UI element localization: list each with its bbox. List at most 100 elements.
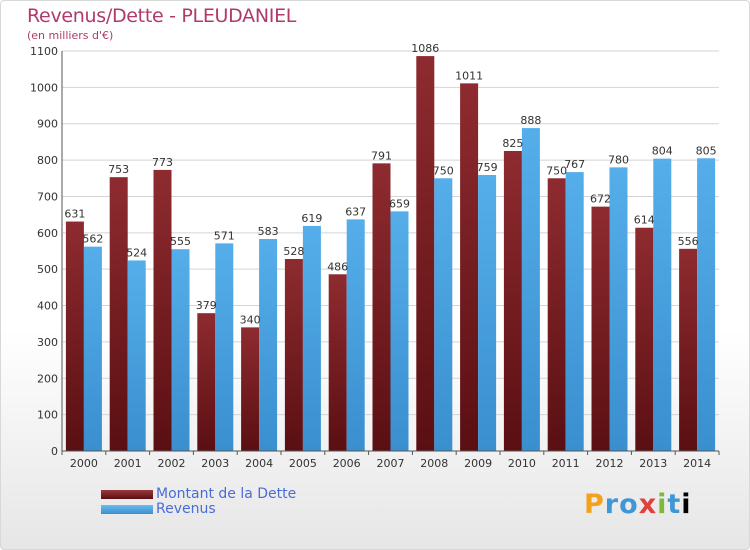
legend-label-revenue: Revenus: [156, 501, 216, 517]
data-label-debt: 753: [108, 163, 129, 176]
data-label-debt: 672: [590, 193, 611, 206]
data-label-revenue: 804: [652, 145, 673, 158]
x-tick-label: 2007: [377, 457, 405, 470]
bar-debt: [503, 151, 522, 451]
axis-layer: 0 100 200 300 400 500 600 700 800 900 1000 1100 2000…: [30, 45, 720, 470]
legend-swatch-debt: [101, 490, 153, 499]
bar-revenue: [302, 225, 321, 451]
data-label-revenue: 524: [126, 246, 147, 259]
data-label-debt: 631: [64, 208, 85, 221]
x-tick-label: 2002: [158, 457, 186, 470]
data-label-revenue: 637: [345, 205, 366, 218]
data-label-debt: 486: [327, 260, 348, 273]
bar-debt: [197, 313, 216, 451]
bars-layer: [65, 56, 716, 452]
bar-revenue: [434, 178, 453, 452]
bar-debt: [284, 259, 303, 451]
data-label-debt: 614: [634, 214, 655, 227]
y-tick-label: 700: [37, 190, 58, 203]
x-tick-label: 2010: [508, 457, 536, 470]
y-tick-label: 300: [37, 336, 58, 349]
data-label-revenue: 759: [477, 161, 498, 174]
x-tick-label: 2000: [70, 457, 98, 470]
data-label-revenue: 583: [258, 225, 279, 238]
data-label-revenue: 555: [170, 235, 191, 248]
bar-revenue: [478, 175, 497, 451]
bar-revenue: [521, 128, 540, 451]
bar-debt: [372, 163, 391, 451]
x-tick-label: 2013: [639, 457, 667, 470]
data-label-revenue: 571: [214, 229, 235, 242]
bar-revenue: [390, 211, 409, 451]
data-label-revenue: 659: [389, 197, 410, 210]
bar-debt: [547, 178, 566, 452]
bar-revenue: [653, 158, 672, 452]
bar-revenue: [83, 246, 102, 451]
legend-item-debt: Montant de la Dette: [101, 487, 361, 502]
x-tick-label: 2008: [420, 457, 448, 470]
data-label-revenue: 750: [433, 164, 454, 177]
bar-debt: [416, 56, 435, 451]
y-tick-label: 500: [37, 263, 58, 276]
legend-label-debt: Montant de la Dette: [156, 486, 297, 502]
x-tick-label: 2003: [201, 457, 229, 470]
x-tick-label: 2009: [464, 457, 492, 470]
x-tick-label: 2005: [289, 457, 317, 470]
data-label-debt: 825: [502, 137, 523, 150]
data-label-debt: 556: [678, 235, 699, 248]
bar-debt: [65, 221, 84, 451]
data-label-debt: 1086: [411, 42, 439, 55]
bar-debt: [109, 177, 128, 451]
x-tick-label: 2011: [552, 457, 580, 470]
x-tick-label: 2012: [596, 457, 624, 470]
x-tick-label: 2004: [245, 457, 273, 470]
bar-revenue: [609, 167, 628, 451]
data-label-debt: 528: [283, 245, 304, 258]
bar-revenue: [259, 239, 278, 451]
bar-revenue: [215, 243, 234, 451]
y-tick-label: 900: [37, 118, 58, 131]
bar-debt: [591, 206, 610, 451]
y-tick-label: 1100: [30, 45, 58, 58]
labels-layer: 631 562 753 524 773 555 379 571 340 583 528 619 486 6…: [64, 42, 716, 326]
bar-revenue: [171, 249, 190, 451]
data-label-revenue: 619: [301, 212, 322, 225]
legend-swatch-revenue: [101, 505, 153, 514]
y-tick-label: 200: [37, 372, 58, 385]
chart-subtitle: (en milliers d'€): [27, 29, 114, 42]
x-tick-label: 2001: [114, 457, 142, 470]
data-label-debt: 773: [152, 156, 173, 169]
bar-revenue: [346, 219, 365, 451]
bar-debt: [460, 83, 479, 451]
x-tick-label: 2006: [333, 457, 361, 470]
bar-debt: [241, 327, 260, 451]
bar-revenue: [697, 158, 716, 452]
data-label-revenue: 562: [82, 233, 103, 246]
data-label-debt: 791: [371, 149, 392, 162]
data-label-revenue: 888: [520, 114, 541, 127]
y-tick-label: 100: [37, 409, 58, 422]
data-label-debt: 750: [546, 164, 567, 177]
y-tick-label: 0: [51, 445, 58, 458]
y-tick-label: 1000: [30, 81, 58, 94]
data-label-revenue: 805: [696, 144, 717, 157]
legend: Montant de la Dette Revenus: [101, 487, 361, 517]
bar-debt: [635, 227, 654, 451]
chart-title: Revenus/Dette - PLEUDANIEL: [27, 5, 297, 27]
data-label-debt: 340: [240, 313, 261, 326]
data-label-revenue: 767: [564, 158, 585, 171]
bar-debt: [328, 274, 347, 451]
bar-debt: [679, 248, 698, 451]
y-tick-label: 800: [37, 154, 58, 167]
data-label-debt: 1011: [455, 69, 483, 82]
y-tick-label: 400: [37, 300, 58, 313]
data-label-revenue: 780: [608, 153, 629, 166]
bar-debt: [153, 169, 172, 451]
bar-revenue: [127, 260, 146, 451]
y-tick-label: 600: [37, 227, 58, 240]
proxiti-logo: Proxiti: [584, 489, 692, 520]
bar-revenue: [565, 172, 584, 451]
data-label-debt: 379: [196, 299, 217, 312]
